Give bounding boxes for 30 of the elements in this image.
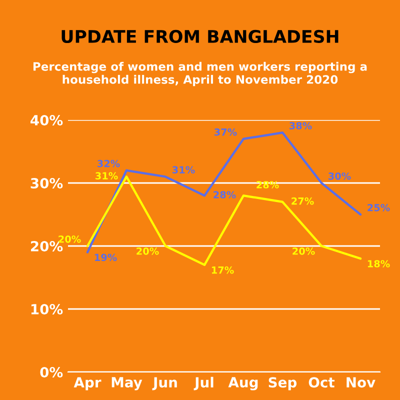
x-tick-label: Oct <box>308 377 335 388</box>
y-tick-label: 20% <box>30 240 63 252</box>
chart-subtitle: Percentage of women and men workers reporting a household illness, April to November 2020 <box>33 62 367 86</box>
data-label: 20% <box>292 247 315 255</box>
data-label: 17% <box>212 266 234 274</box>
data-label: 19% <box>94 254 117 262</box>
x-tick-label: May <box>112 377 142 390</box>
x-tick-label: Apr <box>74 377 102 390</box>
data-label: 25% <box>368 204 390 212</box>
y-tick-label: 0% <box>40 366 63 378</box>
x-tick-label: Jul <box>194 376 214 390</box>
data-label: 32% <box>98 160 120 168</box>
x-tick-label: Aug <box>228 377 258 390</box>
data-label: 31% <box>172 166 195 174</box>
data-label: 20% <box>58 235 81 243</box>
chart-title: UPDATE FROM BANGLADESH <box>62 30 338 44</box>
x-tick-label: Sep <box>268 377 297 390</box>
data-label: 38% <box>290 122 312 130</box>
y-tick-label: 40% <box>30 114 63 126</box>
data-label: 28% <box>214 191 236 198</box>
x-tick-label: Jun <box>152 377 177 390</box>
data-label: 27% <box>292 197 314 205</box>
data-label: 18% <box>368 260 390 268</box>
data-label: 20% <box>136 247 159 255</box>
data-label: 37% <box>214 128 237 136</box>
x-tick-label: Nov <box>346 377 376 388</box>
data-label: 31% <box>96 172 118 180</box>
y-tick-label: 30% <box>30 178 63 188</box>
data-label: 30% <box>328 172 351 180</box>
y-tick-label: 10% <box>31 304 63 314</box>
